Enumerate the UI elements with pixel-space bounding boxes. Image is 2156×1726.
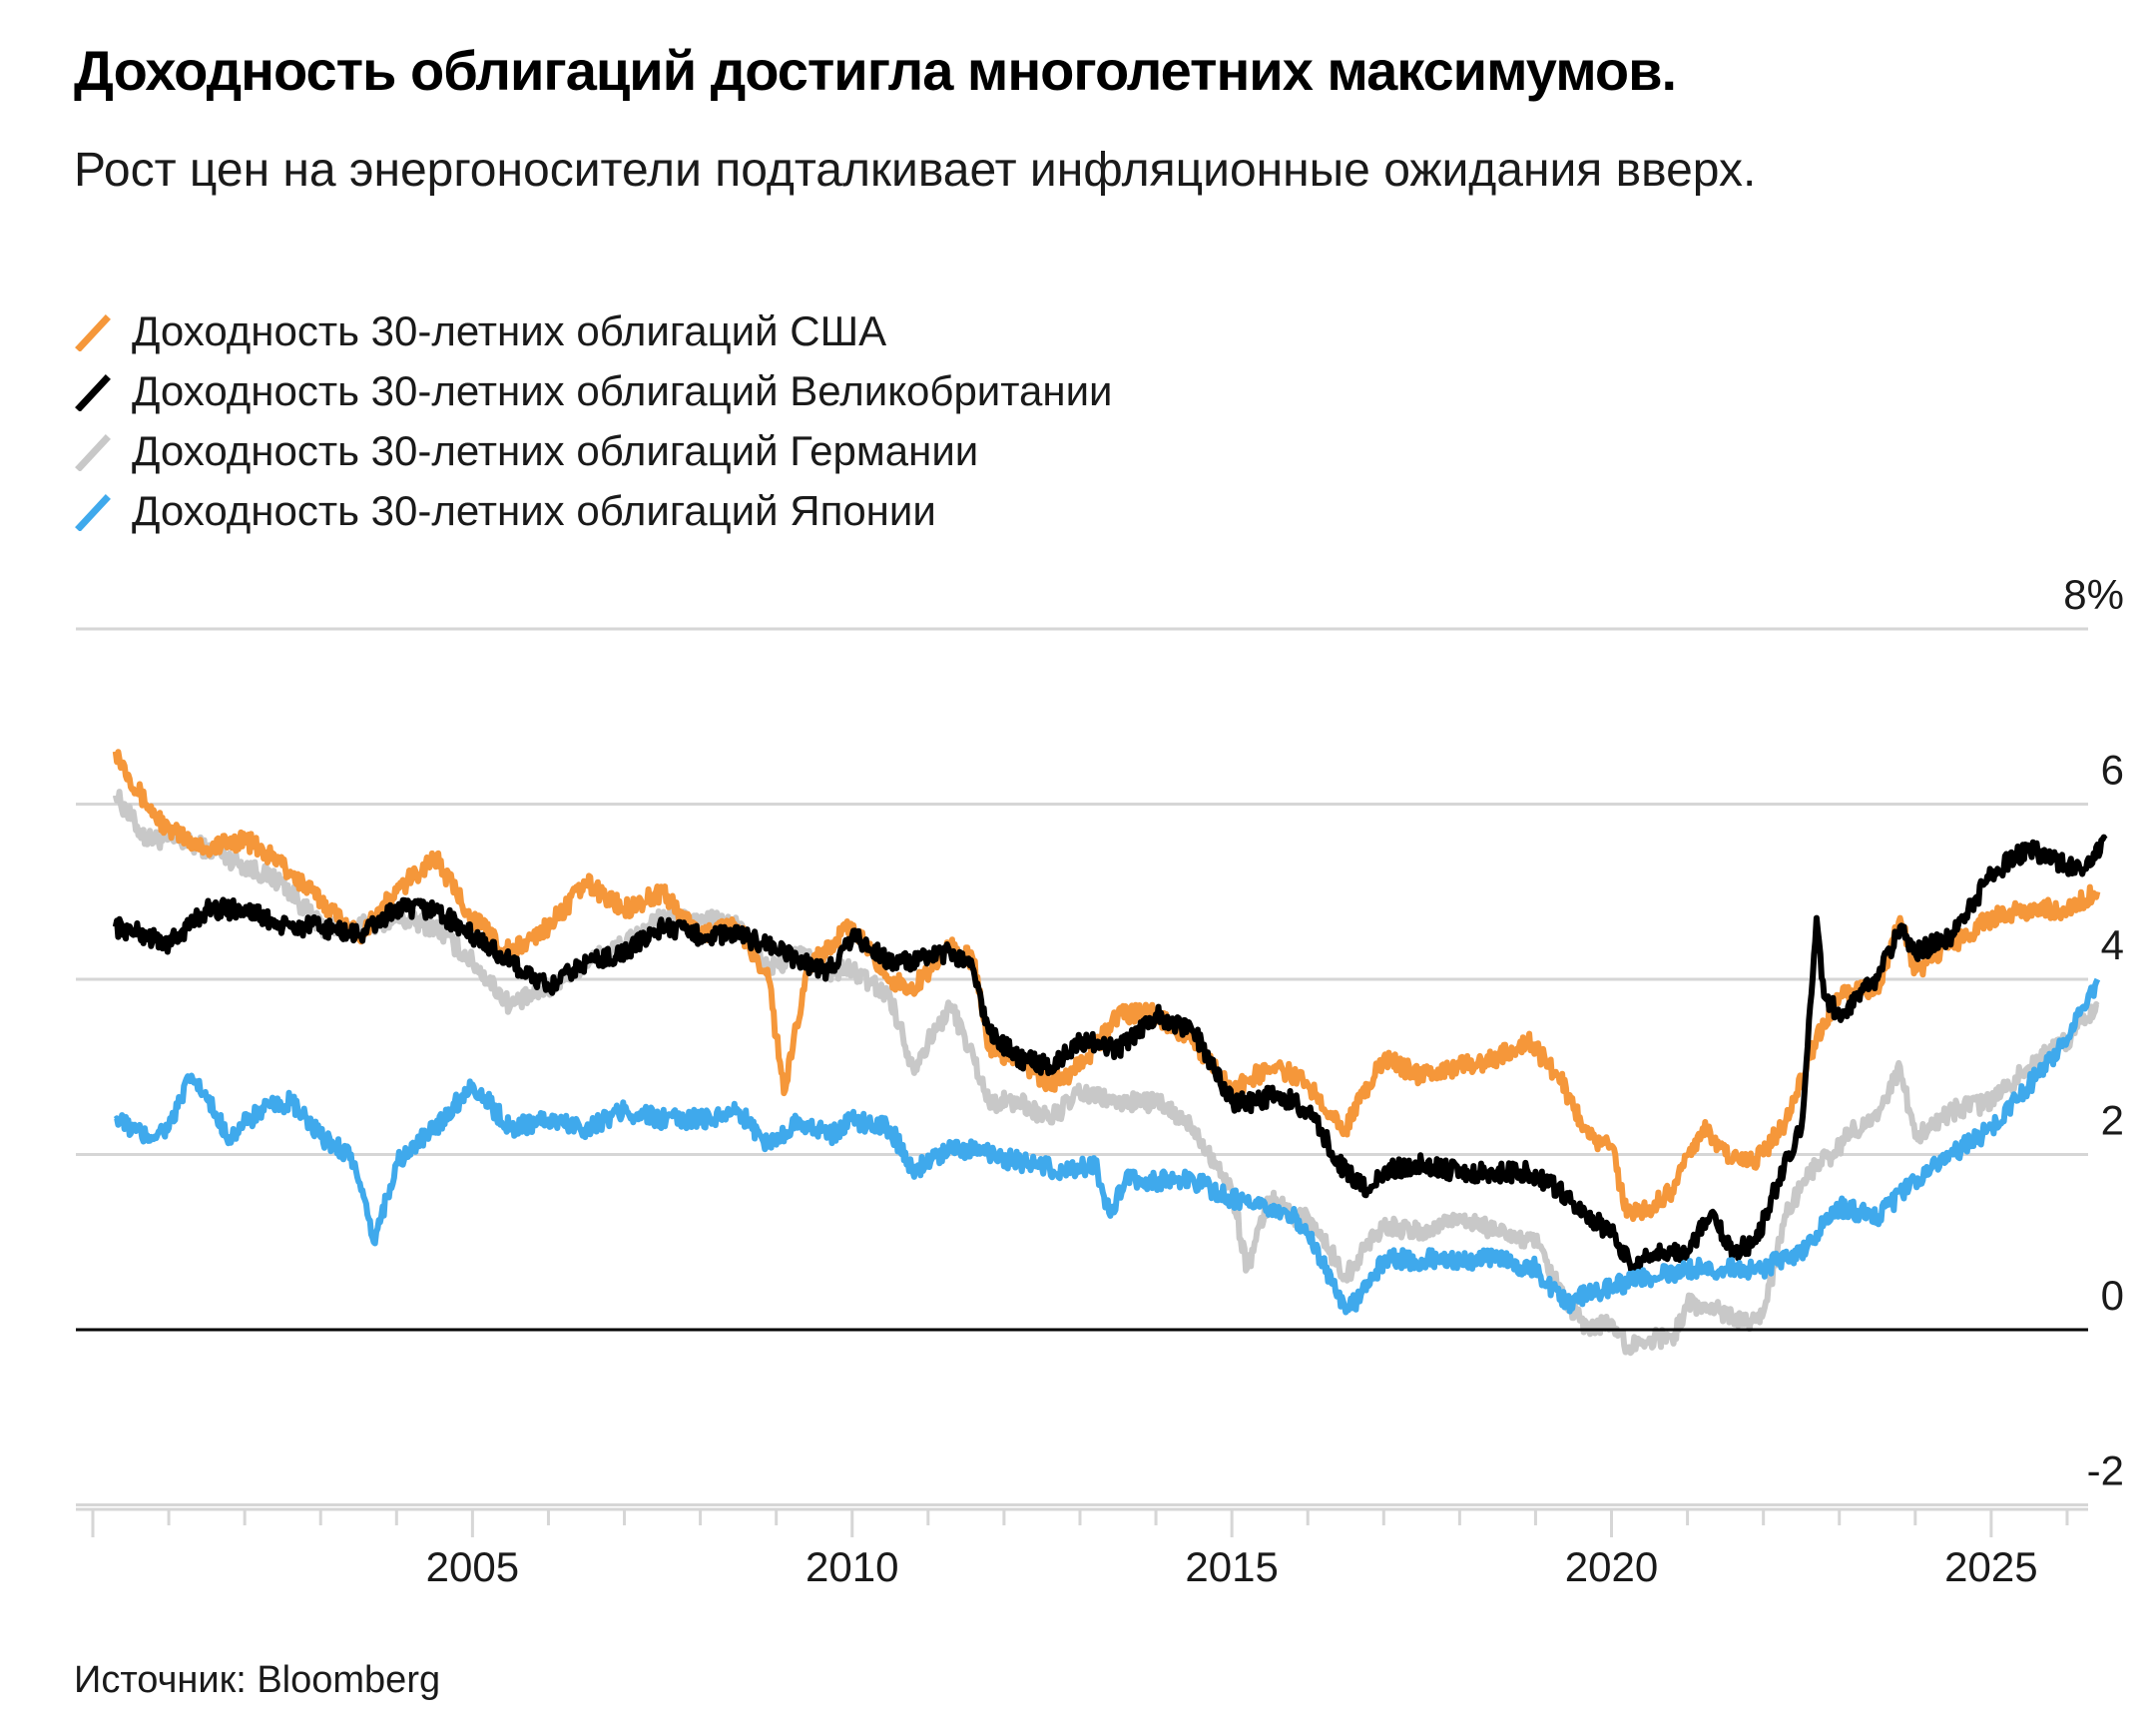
- legend-item-jp: Доходность 30-летних облигаций Японии: [74, 481, 1113, 541]
- y-tick-label: -2: [2087, 1447, 2124, 1494]
- x-tick-label: 2015: [1185, 1543, 1278, 1590]
- legend-swatch-de: [75, 434, 111, 471]
- x-tick-label: 2010: [806, 1543, 898, 1590]
- x-tick-label: 2005: [426, 1543, 519, 1590]
- chart-title: Доходность облигаций достигла многолетни…: [74, 39, 1677, 102]
- y-tick-label: 8%: [2063, 571, 2124, 618]
- legend: Доходность 30-летних облигаций США Доход…: [74, 301, 1113, 541]
- legend-label-uk: Доходность 30-летних облигаций Великобри…: [132, 367, 1113, 414]
- legend-swatch-jp: [75, 494, 111, 531]
- series-line-jp: [113, 977, 2101, 1316]
- x-tick-label: 2020: [1565, 1543, 1658, 1590]
- legend-item-us: Доходность 30-летних облигаций США: [74, 301, 1113, 361]
- line-chart: 8% 6 4 2 0 -2 2005 2010 2015 2020 2025: [76, 571, 2124, 1590]
- legend-swatch-us: [75, 314, 111, 351]
- x-tick-label: 2025: [1944, 1543, 2037, 1590]
- legend-label-jp: Доходность 30-летних облигаций Японии: [132, 487, 936, 534]
- legend-item-de: Доходность 30-летних облигаций Германии: [74, 421, 1113, 481]
- y-tick-label: 0: [2101, 1272, 2124, 1319]
- source-note: Источник: Bloomberg: [74, 1659, 441, 1701]
- legend-item-uk: Доходность 30-летних облигаций Великобри…: [74, 361, 1113, 421]
- legend-label-de: Доходность 30-летних облигаций Германии: [132, 427, 979, 474]
- y-tick-label: 2: [2101, 1097, 2124, 1144]
- legend-swatch-uk: [75, 374, 111, 411]
- legend-label-us: Доходность 30-летних облигаций США: [132, 307, 887, 354]
- y-tick-label: 6: [2101, 747, 2124, 794]
- chart-subtitle: Рост цен на энергоносители подталкивает …: [74, 144, 1757, 197]
- series-line-us: [112, 749, 2101, 1223]
- series-line-de: [112, 789, 2100, 1357]
- y-tick-label: 4: [2101, 921, 2124, 968]
- series-line-uk: [112, 834, 2108, 1279]
